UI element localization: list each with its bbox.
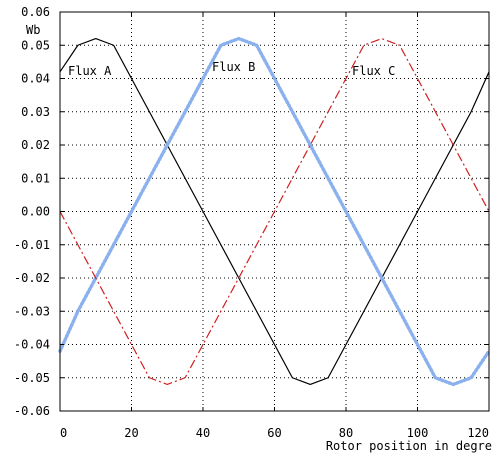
y-tick-label: -0.05 <box>14 371 50 385</box>
y-tick-label: 0.03 <box>21 105 50 119</box>
x-tick-labels: 0 20 40 60 80 100 120 <box>60 426 489 440</box>
y-tick-label: 0.06 <box>21 5 50 19</box>
x-tick-label: 0 <box>60 426 67 440</box>
series-lines <box>58 36 491 387</box>
x-tick-label: 40 <box>196 426 210 440</box>
x-tick-label: 120 <box>467 426 489 440</box>
y-tick-label: -0.02 <box>14 271 50 285</box>
y-tick-labels: 0.06 0.05 0.04 0.03 0.02 0.01 0.00 -0.01 -0.02 -0… <box>14 5 50 418</box>
series-line-flux-b <box>58 36 491 387</box>
x-tick-label: 100 <box>407 426 429 440</box>
tick-marks <box>59 11 490 412</box>
y-axis-label: Wb <box>26 23 40 37</box>
series-label-flux-a: Flux A <box>68 64 112 78</box>
x-tick-label: 80 <box>339 426 353 440</box>
series-line-flux-c <box>59 38 490 385</box>
series-label-flux-b: Flux B <box>212 60 255 74</box>
series-line-flux-a <box>59 38 490 385</box>
y-tick-label: 0.01 <box>21 171 50 185</box>
y-tick-label: -0.03 <box>14 304 50 318</box>
y-tick-label: 0.02 <box>21 138 50 152</box>
x-axis-label: Rotor position in degre <box>326 439 492 453</box>
y-tick-label: 0.05 <box>21 38 50 52</box>
y-tick-label: 0.04 <box>21 72 50 86</box>
y-tick-label: -0.06 <box>14 404 50 418</box>
x-tick-label: 60 <box>267 426 281 440</box>
y-tick-label: -0.04 <box>14 338 50 352</box>
x-tick-label: 20 <box>124 426 138 440</box>
series-label-flux-c: Flux C <box>352 64 395 78</box>
y-tick-label: 0.00 <box>21 205 50 219</box>
y-tick-label: -0.01 <box>14 238 50 252</box>
